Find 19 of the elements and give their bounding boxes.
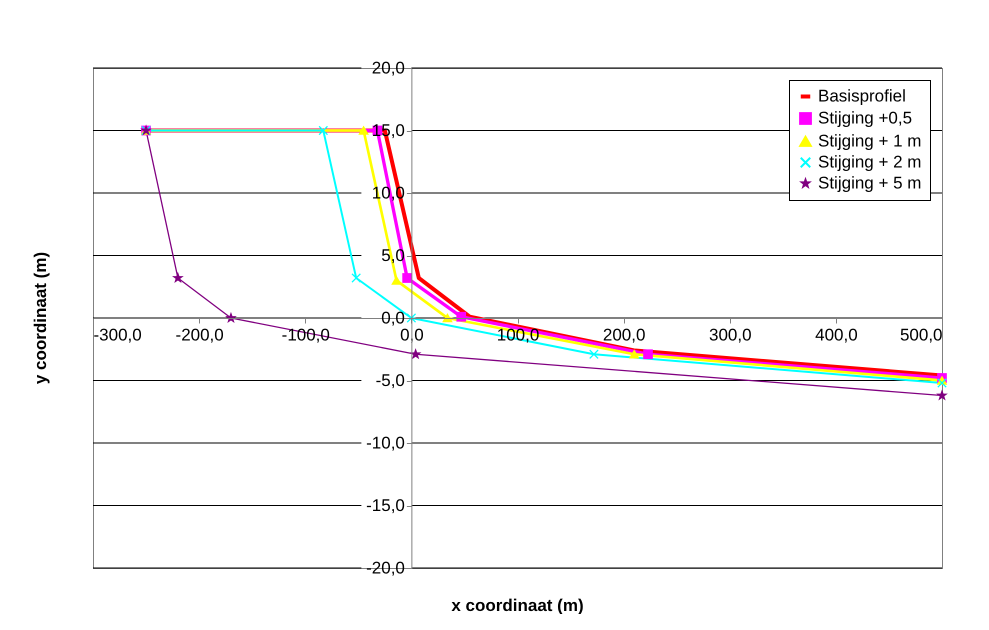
x-tick-label: 500,0 bbox=[900, 326, 942, 344]
legend-label: Stijging +0,5 bbox=[818, 108, 912, 128]
y-tick-label: 20,0 bbox=[372, 58, 405, 78]
x-tick-label: 400,0 bbox=[815, 326, 858, 344]
y-tick-label: -20,0 bbox=[366, 558, 405, 578]
x-tick-label: -200,0 bbox=[176, 326, 224, 344]
y-tick-label: -15,0 bbox=[366, 496, 405, 515]
x-tick-label: 0,0 bbox=[400, 326, 424, 344]
y-tick-label: -5,0 bbox=[376, 371, 405, 390]
legend-label: Stijging + 2 m bbox=[818, 152, 922, 172]
x-tick-label: -300,0 bbox=[94, 326, 142, 344]
x-tick-label: 200,0 bbox=[602, 326, 646, 344]
y-axis-title: y coordinaat (m) bbox=[31, 252, 50, 384]
y-tick-label: 0,0 bbox=[381, 308, 405, 328]
y-tick-label: -10,0 bbox=[366, 434, 405, 452]
legend-label: Basisprofiel bbox=[818, 86, 906, 106]
x-tick-label: 300,0 bbox=[708, 326, 752, 344]
legend-label: Stijging + 5 m bbox=[818, 174, 922, 192]
legend-label: Stijging + 1 m bbox=[818, 132, 922, 150]
